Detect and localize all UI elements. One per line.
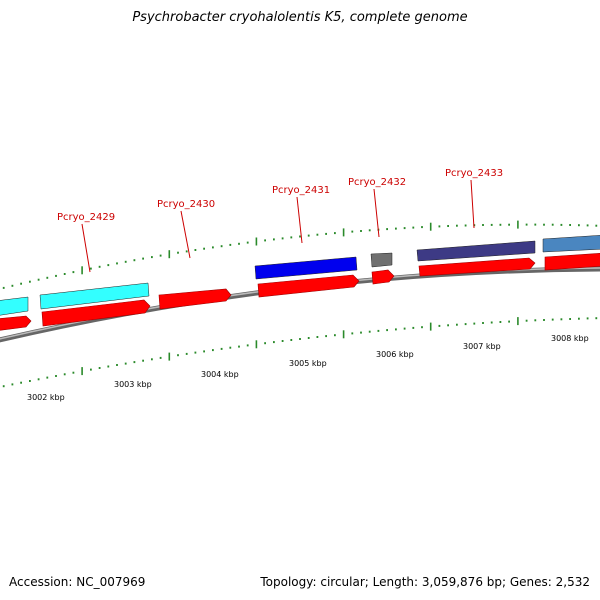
gene-label-pcryo-2433[interactable]: Pcryo_2433 bbox=[445, 168, 503, 179]
strand-arrow[interactable] bbox=[158, 288, 232, 310]
gene-bar-pcryo-2431[interactable] bbox=[254, 256, 358, 280]
outer-gene-track bbox=[0, 235, 600, 316]
gene-label-pcryo-2432[interactable]: Pcryo_2432 bbox=[348, 177, 406, 188]
strand-arrow[interactable] bbox=[418, 257, 536, 277]
gene-label-pcryo-2430[interactable]: Pcryo_2430 bbox=[157, 199, 215, 210]
leader-line bbox=[81, 223, 91, 273]
kbp-label: 3008 kbp bbox=[551, 334, 589, 343]
gene-label-pcryo-2431[interactable]: Pcryo_2431 bbox=[272, 185, 330, 196]
inner-tick-row bbox=[2, 317, 598, 388]
leader-line bbox=[470, 179, 475, 229]
outer-tick-row bbox=[2, 220, 598, 289]
kbp-label: 3002 kbp bbox=[27, 393, 65, 402]
strand-arrow[interactable] bbox=[41, 299, 151, 327]
gene-bar-0[interactable] bbox=[0, 296, 29, 316]
gene-bar-pcryo-2432[interactable] bbox=[370, 252, 393, 268]
gene-bar-pcryo-2433[interactable] bbox=[416, 240, 536, 262]
gene-labels: Pcryo_2429 Pcryo_2430 Pcryo_2431 Pcryo_2… bbox=[57, 168, 503, 223]
leader-line bbox=[373, 188, 380, 238]
strand-arrow[interactable] bbox=[257, 274, 360, 298]
kbp-label: 3007 kbp bbox=[463, 342, 501, 351]
kbp-label: 3003 kbp bbox=[114, 380, 152, 389]
genome-backbone-highlight bbox=[0, 267, 600, 340]
gene-bar-6[interactable] bbox=[542, 235, 600, 253]
kbp-label: 3006 kbp bbox=[376, 350, 414, 359]
map-title: Psychrobacter cryohalolentis K5, complet… bbox=[132, 10, 468, 25]
kbp-label: 3004 kbp bbox=[201, 370, 239, 379]
gene-label-pcryo-2429[interactable]: Pcryo_2429 bbox=[57, 212, 115, 223]
leader-line bbox=[296, 196, 303, 244]
label-leader-lines bbox=[81, 179, 475, 273]
kbp-label: 3005 kbp bbox=[289, 359, 327, 368]
forward-strand-track bbox=[0, 253, 600, 331]
accession-text: Accession: NC_007969 bbox=[9, 575, 146, 589]
genome-stats-text: Topology: circular; Length: 3,059,876 bp… bbox=[260, 575, 590, 589]
strand-arrow[interactable] bbox=[0, 315, 32, 331]
leader-line bbox=[180, 210, 191, 259]
strand-arrow[interactable] bbox=[371, 269, 395, 285]
gene-bar-pcryo-2429[interactable] bbox=[39, 282, 150, 310]
kbp-labels: 3002 kbp 3003 kbp 3004 kbp 3005 kbp 3006… bbox=[27, 334, 589, 402]
strand-arrow[interactable] bbox=[544, 253, 600, 271]
